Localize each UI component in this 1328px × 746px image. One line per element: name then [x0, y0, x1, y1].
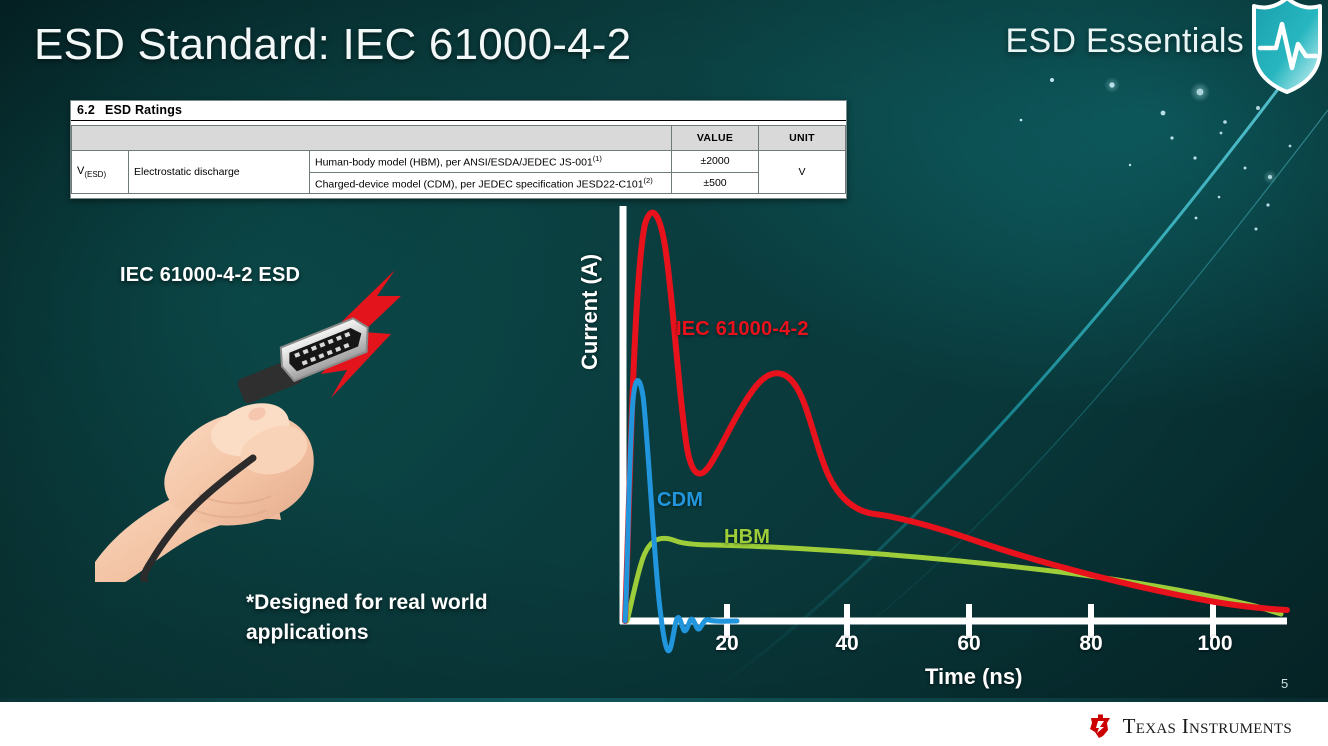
table-section-number: 6.2	[77, 103, 95, 117]
footnote-1: (1)	[592, 154, 602, 163]
table-header-unit: UNIT	[758, 125, 846, 151]
cell-description: Electrostatic discharge	[128, 150, 310, 194]
x-tick-80: 80	[1079, 632, 1103, 655]
cell-symbol: V(ESD)	[71, 150, 129, 194]
ti-company-name: Texas Instruments	[1122, 713, 1292, 738]
table-section-title: ESD Ratings	[104, 103, 183, 117]
x-tick-100: 100	[1197, 632, 1233, 655]
ti-texas-mark-icon	[1089, 714, 1110, 738]
table-section-heading: 6.2 ESD Ratings	[71, 101, 846, 121]
chart-axes	[619, 206, 1287, 638]
illustration-caption: IEC 61000-4-2 ESD	[120, 264, 301, 286]
footnote-2: (2)	[643, 175, 653, 185]
cell-value-hbm: ±2000	[671, 150, 759, 173]
parameter-cdm-text: Charged-device model (CDM), per JEDEC sp…	[315, 178, 644, 190]
esd-ratings-table-card: 6.2 ESD Ratings VALUE UNIT V(ESD) Electro…	[70, 100, 847, 199]
series-label-cdm: CDM	[657, 489, 704, 511]
page-title: ESD Standard: IEC 61000-4-2	[34, 20, 632, 69]
cell-parameter-cdm: Charged-device model (CDM), per JEDEC sp…	[309, 171, 672, 194]
table-row: V(ESD) Electrostatic discharge Human-bod…	[71, 150, 846, 194]
series-label-hbm: HBM	[724, 526, 771, 548]
series-iec-curve	[622, 209, 1290, 624]
series-label-iec: IEC 61000-4-2	[676, 318, 809, 340]
symbol-text: V	[77, 164, 85, 177]
texas-instruments-logo: Texas Instruments	[1086, 712, 1292, 740]
parameter-hbm-text: Human-body model (HBM), per ANSI/ESDA/JE…	[315, 156, 593, 169]
cell-value-cdm: ±500	[671, 171, 759, 194]
x-tick-40: 40	[835, 632, 859, 655]
table-row: Charged-device model (CDM), per JEDEC sp…	[72, 171, 846, 194]
illustration-note: *Designed for real world applications	[246, 591, 488, 645]
slide-canvas: ESD Standard: IEC 61000-4-2 ESD Essentia…	[0, 0, 1328, 702]
series-cdm-curve	[622, 378, 740, 654]
cell-unit: V	[758, 150, 846, 194]
table-header-row: VALUE UNIT	[71, 125, 846, 151]
shield-pulse-icon	[1252, 0, 1322, 94]
x-tick-60: 60	[957, 632, 981, 655]
x-tick-20: 20	[715, 632, 739, 655]
page-number: 5	[1281, 676, 1289, 691]
chart-x-axis-label: Time (ns)	[925, 664, 1023, 689]
esd-waveform-chart	[619, 206, 1290, 654]
esd-illustration	[95, 270, 401, 582]
table-header-value: VALUE	[671, 125, 759, 151]
brand-label: ESD Essentials	[1005, 22, 1244, 60]
symbol-subscript: (ESD)	[84, 170, 107, 180]
cell-parameter-hbm: Human-body model (HBM), per ANSI/ESDA/JE…	[309, 150, 672, 173]
table-header-blank	[71, 125, 672, 151]
esd-ratings-table: VALUE UNIT V(ESD) Electrostatic discharg…	[71, 125, 846, 194]
hdmi-connector-icon	[237, 317, 369, 404]
